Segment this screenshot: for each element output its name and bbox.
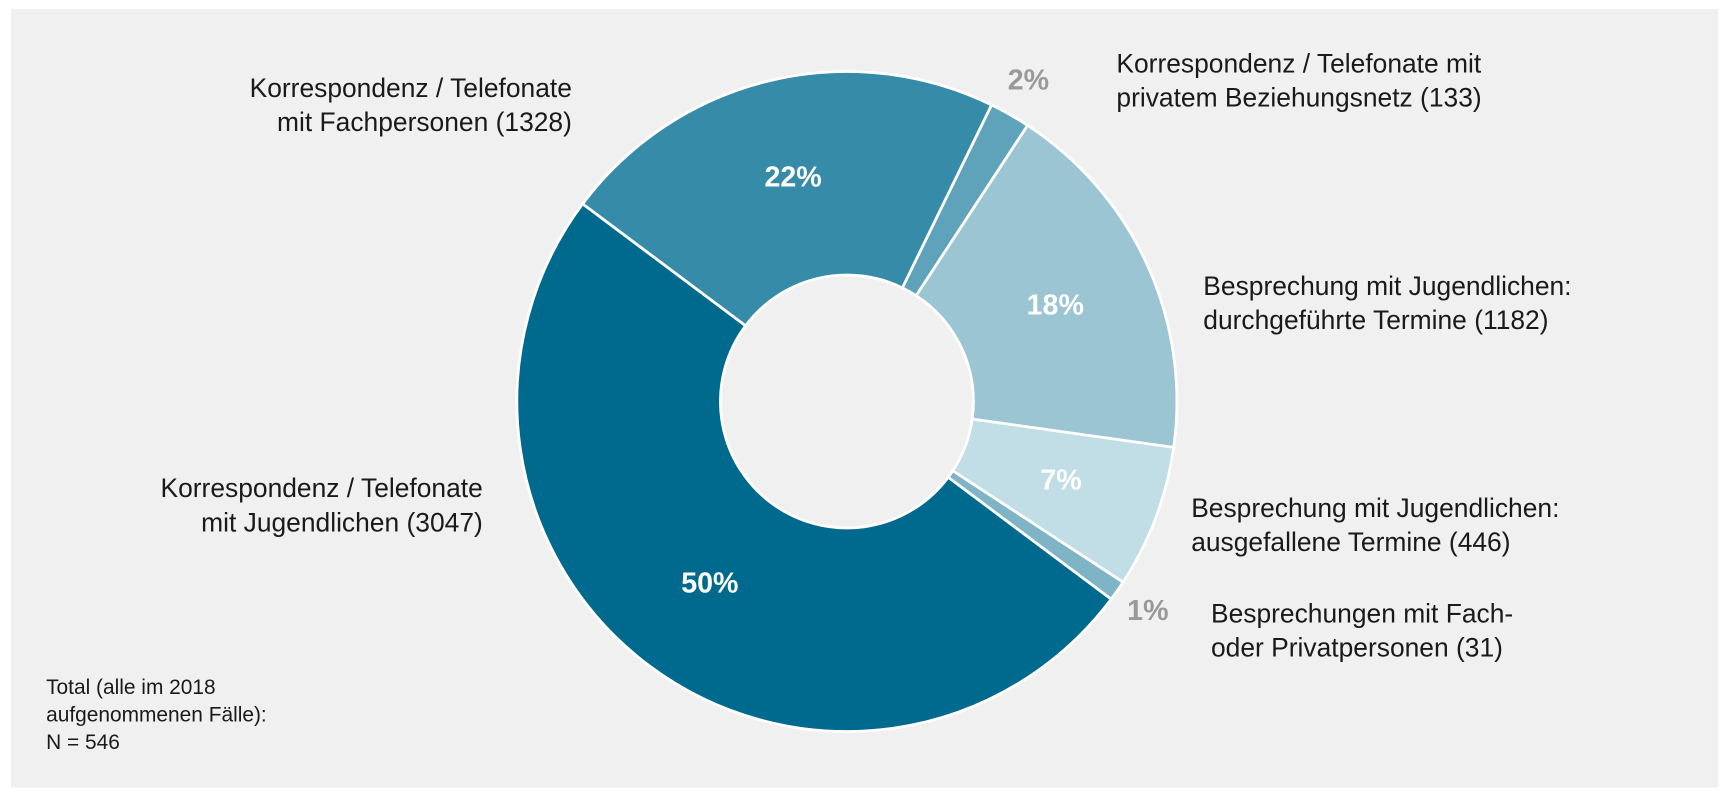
slice-label: 1% (1127, 595, 1168, 627)
slice-label: 22% (764, 162, 821, 194)
donut-slice (580, 70, 994, 328)
category-label: Korrespondenz / Telefonate mit privatem B… (1116, 49, 1481, 113)
category-label: Korrespondenz / Telefonate mit Fachperson… (250, 73, 572, 137)
note: Total (alle im 2018 aufgenommenen Fälle):… (46, 676, 267, 754)
category-label: Korrespondenz / Telefonate mit Jugendlich… (161, 473, 483, 537)
slice-label: 18% (1027, 290, 1084, 322)
donut-slice (515, 201, 1114, 733)
slice-label: 50% (681, 567, 738, 599)
category-label: Besprechung mit Jugendlichen: ausgefallen… (1191, 493, 1559, 557)
slice-label: 2% (1008, 65, 1049, 97)
donut-slice (914, 123, 1179, 449)
category-label: Besprechungen mit Fach-oder Privatperson… (1211, 599, 1513, 663)
slice-label: 7% (1040, 465, 1081, 497)
category-label: Besprechung mit Jugendlichen: durchgeführ… (1203, 271, 1571, 335)
